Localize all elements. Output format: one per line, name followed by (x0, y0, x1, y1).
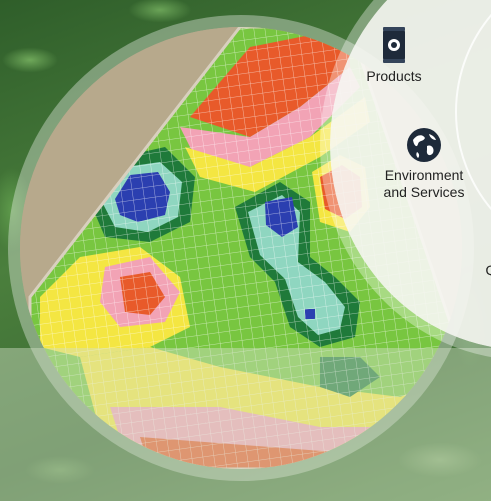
translucent-lower-band (0, 348, 491, 501)
menu-item-label: Environment and Services (383, 167, 465, 200)
menu-item-environment-services[interactable]: Environment and Services (372, 126, 476, 201)
menu-item-label: Products (366, 68, 422, 84)
menu-item-products[interactable]: Products (356, 25, 432, 85)
globe-icon (407, 128, 441, 162)
menu-item-partial[interactable]: Q (481, 262, 491, 279)
menu-item-label: Q (485, 262, 491, 278)
product-bag-icon (383, 27, 405, 63)
